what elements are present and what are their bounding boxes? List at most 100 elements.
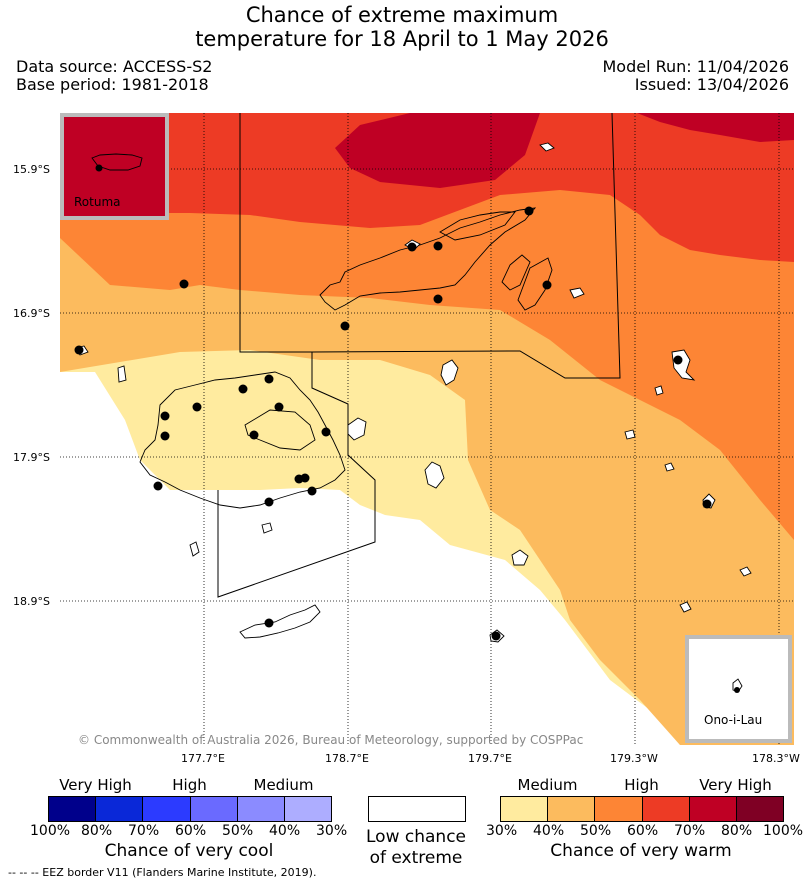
chart-title-line2: temperature for 18 April to 1 May 2026 xyxy=(195,27,609,51)
legend-warm-tick: 50% xyxy=(580,823,612,839)
lon-label: 177.7°E xyxy=(181,752,225,765)
station-dot xyxy=(160,431,170,441)
station-dot xyxy=(307,486,317,496)
island-koro xyxy=(440,359,459,386)
island-taveuni-2 xyxy=(517,257,553,311)
station-dot xyxy=(300,473,310,483)
island-small xyxy=(664,462,675,472)
station-dot xyxy=(407,242,417,252)
lat-label: 18.9°S xyxy=(13,595,50,608)
legend-warm-tick: 70% xyxy=(674,823,706,839)
legend-cool-tick: 40% xyxy=(269,823,301,839)
station-dot xyxy=(264,374,274,384)
legend-warm-caption: Chance of very warm xyxy=(550,841,732,861)
station-dot xyxy=(433,294,443,304)
station-dot xyxy=(238,384,248,394)
island-gau xyxy=(347,417,367,441)
island-small xyxy=(569,287,585,299)
legend-cool-tick: 30% xyxy=(316,823,348,839)
legend-warm-tick: 60% xyxy=(627,823,659,839)
station-dot xyxy=(340,321,350,331)
copyright: © Commonwealth of Australia 2026, Bureau… xyxy=(78,733,584,747)
station-dot xyxy=(542,280,552,290)
island-small xyxy=(189,541,200,557)
legend-cool-tick: 60% xyxy=(175,823,207,839)
legend-cool-swatch xyxy=(190,797,238,821)
zone-70-80 xyxy=(637,113,794,142)
legend-warm-colorbar xyxy=(500,796,784,822)
station-dot xyxy=(249,430,259,440)
legend-warm-header: Medium xyxy=(517,776,578,794)
station-dot xyxy=(74,345,84,355)
lon-label: 178.7°E xyxy=(325,752,369,765)
station-dot xyxy=(274,402,284,412)
island-taveuni xyxy=(501,254,531,291)
legend-warm-swatch xyxy=(595,797,643,821)
legend-low-caption-2: of extreme xyxy=(369,848,463,868)
legend-cool-header: High xyxy=(172,776,207,794)
island-matuku xyxy=(511,549,529,566)
legend-cool-swatch xyxy=(237,797,285,821)
inset-label-ono-i-lau: Ono-i-Lau xyxy=(704,713,763,727)
legend-warm-swatch xyxy=(736,797,784,821)
island-small xyxy=(654,385,664,396)
stations xyxy=(74,206,712,641)
legend-cool-header: Very High xyxy=(59,776,132,794)
island-small xyxy=(624,429,636,440)
legend-cool-tick: 100% xyxy=(30,823,71,839)
island-viti-levu xyxy=(139,371,346,509)
legend-cool-caption: Chance of very cool xyxy=(104,841,274,861)
station-dot xyxy=(192,402,202,412)
legend-cool-tick: 50% xyxy=(222,823,254,839)
island-small xyxy=(117,365,127,383)
islands xyxy=(75,142,752,643)
legend-warm-tick: 40% xyxy=(533,823,565,839)
eez-footnote: -- -- -- EEZ border V11 (Flanders Marine… xyxy=(8,866,317,879)
lat-label: 16.9°S xyxy=(13,307,50,320)
base-period: Base period: 1981-2018 xyxy=(16,75,209,94)
legend-cool-swatch xyxy=(96,797,144,821)
legend-warm-swatch xyxy=(642,797,690,821)
legend-cool-colorbar xyxy=(48,796,332,822)
island-small xyxy=(739,566,752,577)
legend-warm-swatch xyxy=(689,797,737,821)
legend-cool-tick: 70% xyxy=(128,823,160,839)
inset-label-rotuma: Rotuma xyxy=(74,195,121,209)
legend-warm-header: High xyxy=(624,776,659,794)
station-dot xyxy=(321,427,331,437)
island-small xyxy=(539,142,555,152)
station-dot xyxy=(673,355,683,365)
lon-label: 179.7°E xyxy=(468,752,512,765)
legend-warm-swatch xyxy=(501,797,549,821)
legend-cool-header: Medium xyxy=(253,776,314,794)
station-dot xyxy=(264,497,274,507)
ono-i-lau-inset xyxy=(685,635,792,743)
legend-cool-swatch xyxy=(49,797,97,821)
chart-title-line1: Chance of extreme maximum xyxy=(245,3,559,27)
station-dot xyxy=(491,631,501,641)
lat-label: 15.9°S xyxy=(13,163,50,176)
fiji-map xyxy=(60,113,794,745)
lon-label: 179.3°W xyxy=(610,752,658,765)
rotuma-inset xyxy=(60,113,169,220)
station-dot xyxy=(433,241,443,251)
station-dot xyxy=(160,411,170,421)
station-dot xyxy=(524,206,534,216)
zone-70-80 xyxy=(335,113,540,188)
legend-warm-tick: 30% xyxy=(486,823,518,839)
legend-low-swatch-fill xyxy=(369,797,465,821)
station-dot xyxy=(702,499,712,509)
legend-warm-tick: 80% xyxy=(721,823,753,839)
lon-label: 178.3°W xyxy=(752,752,800,765)
legend-low-chance-swatch xyxy=(368,796,466,822)
legend-warm-tick: 100% xyxy=(763,823,804,839)
lat-label: 17.9°S xyxy=(13,451,50,464)
island-moala xyxy=(424,461,445,489)
island-kadavu xyxy=(239,604,321,639)
legend-warm-header: Very High xyxy=(699,776,772,794)
legend-cool-swatch xyxy=(284,797,332,821)
model-run: Model Run: 11/04/2026 xyxy=(602,57,790,76)
station-dot xyxy=(264,618,274,628)
island-small xyxy=(679,601,692,613)
island-vanua-levu-north xyxy=(439,211,516,241)
